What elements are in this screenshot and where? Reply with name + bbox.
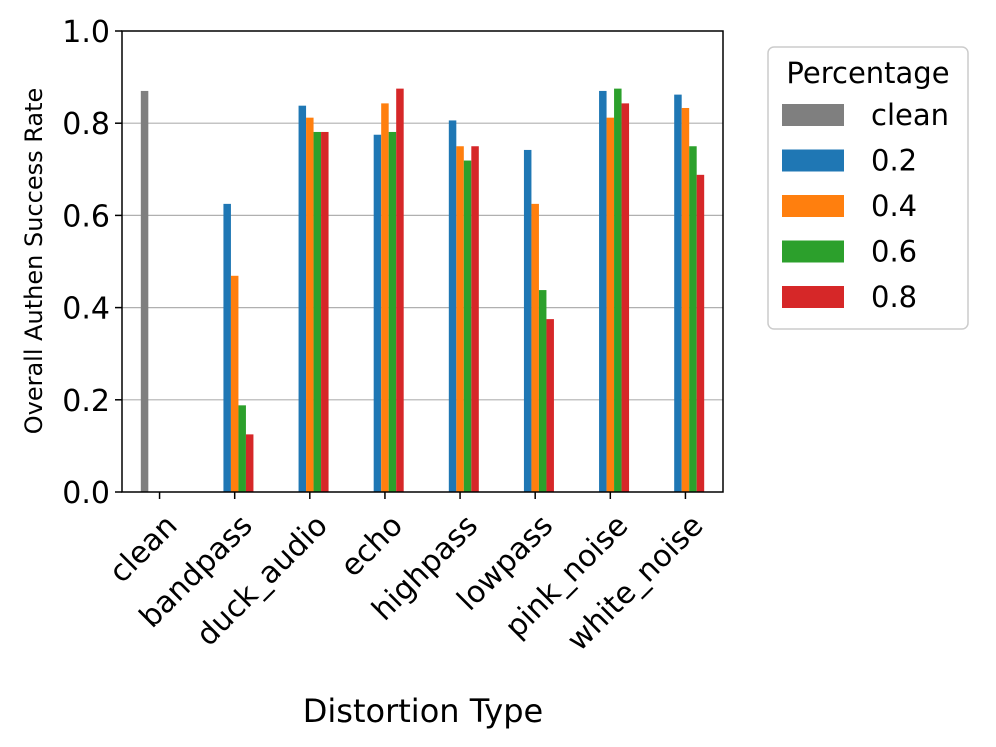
legend-label: 0.2 xyxy=(871,144,917,178)
x-axis-label: Distortion Type xyxy=(303,692,543,730)
legend-items: clean 0.2 0.4 0.6 0.8 xyxy=(782,98,949,314)
y-tick-label: 1.0 xyxy=(62,15,110,50)
bar-echo-0.2 xyxy=(373,134,382,492)
bar-highpass-0.6 xyxy=(463,160,472,492)
y-axis: 0.0 0.2 0.4 0.6 0.8 1.0 xyxy=(62,15,122,511)
bar-pink_noise-0.4 xyxy=(606,117,615,492)
bar-bandpass-0.4 xyxy=(230,275,239,492)
legend-label: 0.8 xyxy=(871,280,917,314)
bar-duck_audio-0.6 xyxy=(313,131,322,493)
bars xyxy=(140,88,705,493)
plot-frame xyxy=(121,30,724,493)
y-tick-label: 0.0 xyxy=(62,476,110,511)
bar-pink_noise-0.6 xyxy=(614,88,622,492)
bar-duck_audio-0.8 xyxy=(321,131,329,493)
legend-title: Percentage xyxy=(786,56,949,90)
bar-echo-0.4 xyxy=(381,103,389,492)
bar-duck_audio-0.2 xyxy=(298,105,307,492)
y-tick-label: 0.4 xyxy=(62,292,110,327)
legend-label: 0.4 xyxy=(871,189,917,223)
bar-clean-clean xyxy=(140,90,149,493)
legend-swatch-0.4 xyxy=(782,195,844,217)
bar-pink_noise-0.2 xyxy=(599,90,607,493)
bar-highpass-0.4 xyxy=(456,146,464,492)
legend-swatch-0.8 xyxy=(782,286,844,308)
bar-highpass-0.8 xyxy=(471,146,479,492)
bar-pink_noise-0.8 xyxy=(621,103,630,492)
bar-white_noise-0.6 xyxy=(689,146,697,492)
bar-lowpass-0.2 xyxy=(523,149,532,493)
legend-swatch-0.6 xyxy=(782,240,844,263)
bar-highpass-0.2 xyxy=(448,120,457,493)
legend-label: 0.6 xyxy=(871,235,917,269)
bar-duck_audio-0.4 xyxy=(306,117,314,492)
bar-bandpass-0.2 xyxy=(223,203,231,492)
legend-swatch-0.2 xyxy=(782,149,844,172)
bar-echo-0.6 xyxy=(388,131,397,493)
bar-white_noise-0.4 xyxy=(681,107,690,492)
y-tick-label: 0.2 xyxy=(62,384,110,419)
y-axis-label: Overall Authen Success Rate xyxy=(20,88,48,435)
bar-lowpass-0.4 xyxy=(531,203,539,492)
bar-white_noise-0.8 xyxy=(696,174,705,492)
bar-bandpass-0.6 xyxy=(238,405,246,492)
bar-lowpass-0.6 xyxy=(538,290,547,492)
bar-bandpass-0.8 xyxy=(245,434,254,492)
y-tick-label: 0.8 xyxy=(62,107,110,142)
bar-echo-0.8 xyxy=(396,88,404,492)
grid-lines xyxy=(122,122,723,401)
legend-swatch-clean xyxy=(782,104,844,126)
legend: Percentage clean 0.2 0.4 0.6 0.8 xyxy=(767,46,969,330)
bar-lowpass-0.8 xyxy=(546,319,554,492)
legend-label: clean xyxy=(871,98,949,132)
y-tick-label: 0.6 xyxy=(62,199,110,234)
bar-white_noise-0.2 xyxy=(674,94,682,493)
